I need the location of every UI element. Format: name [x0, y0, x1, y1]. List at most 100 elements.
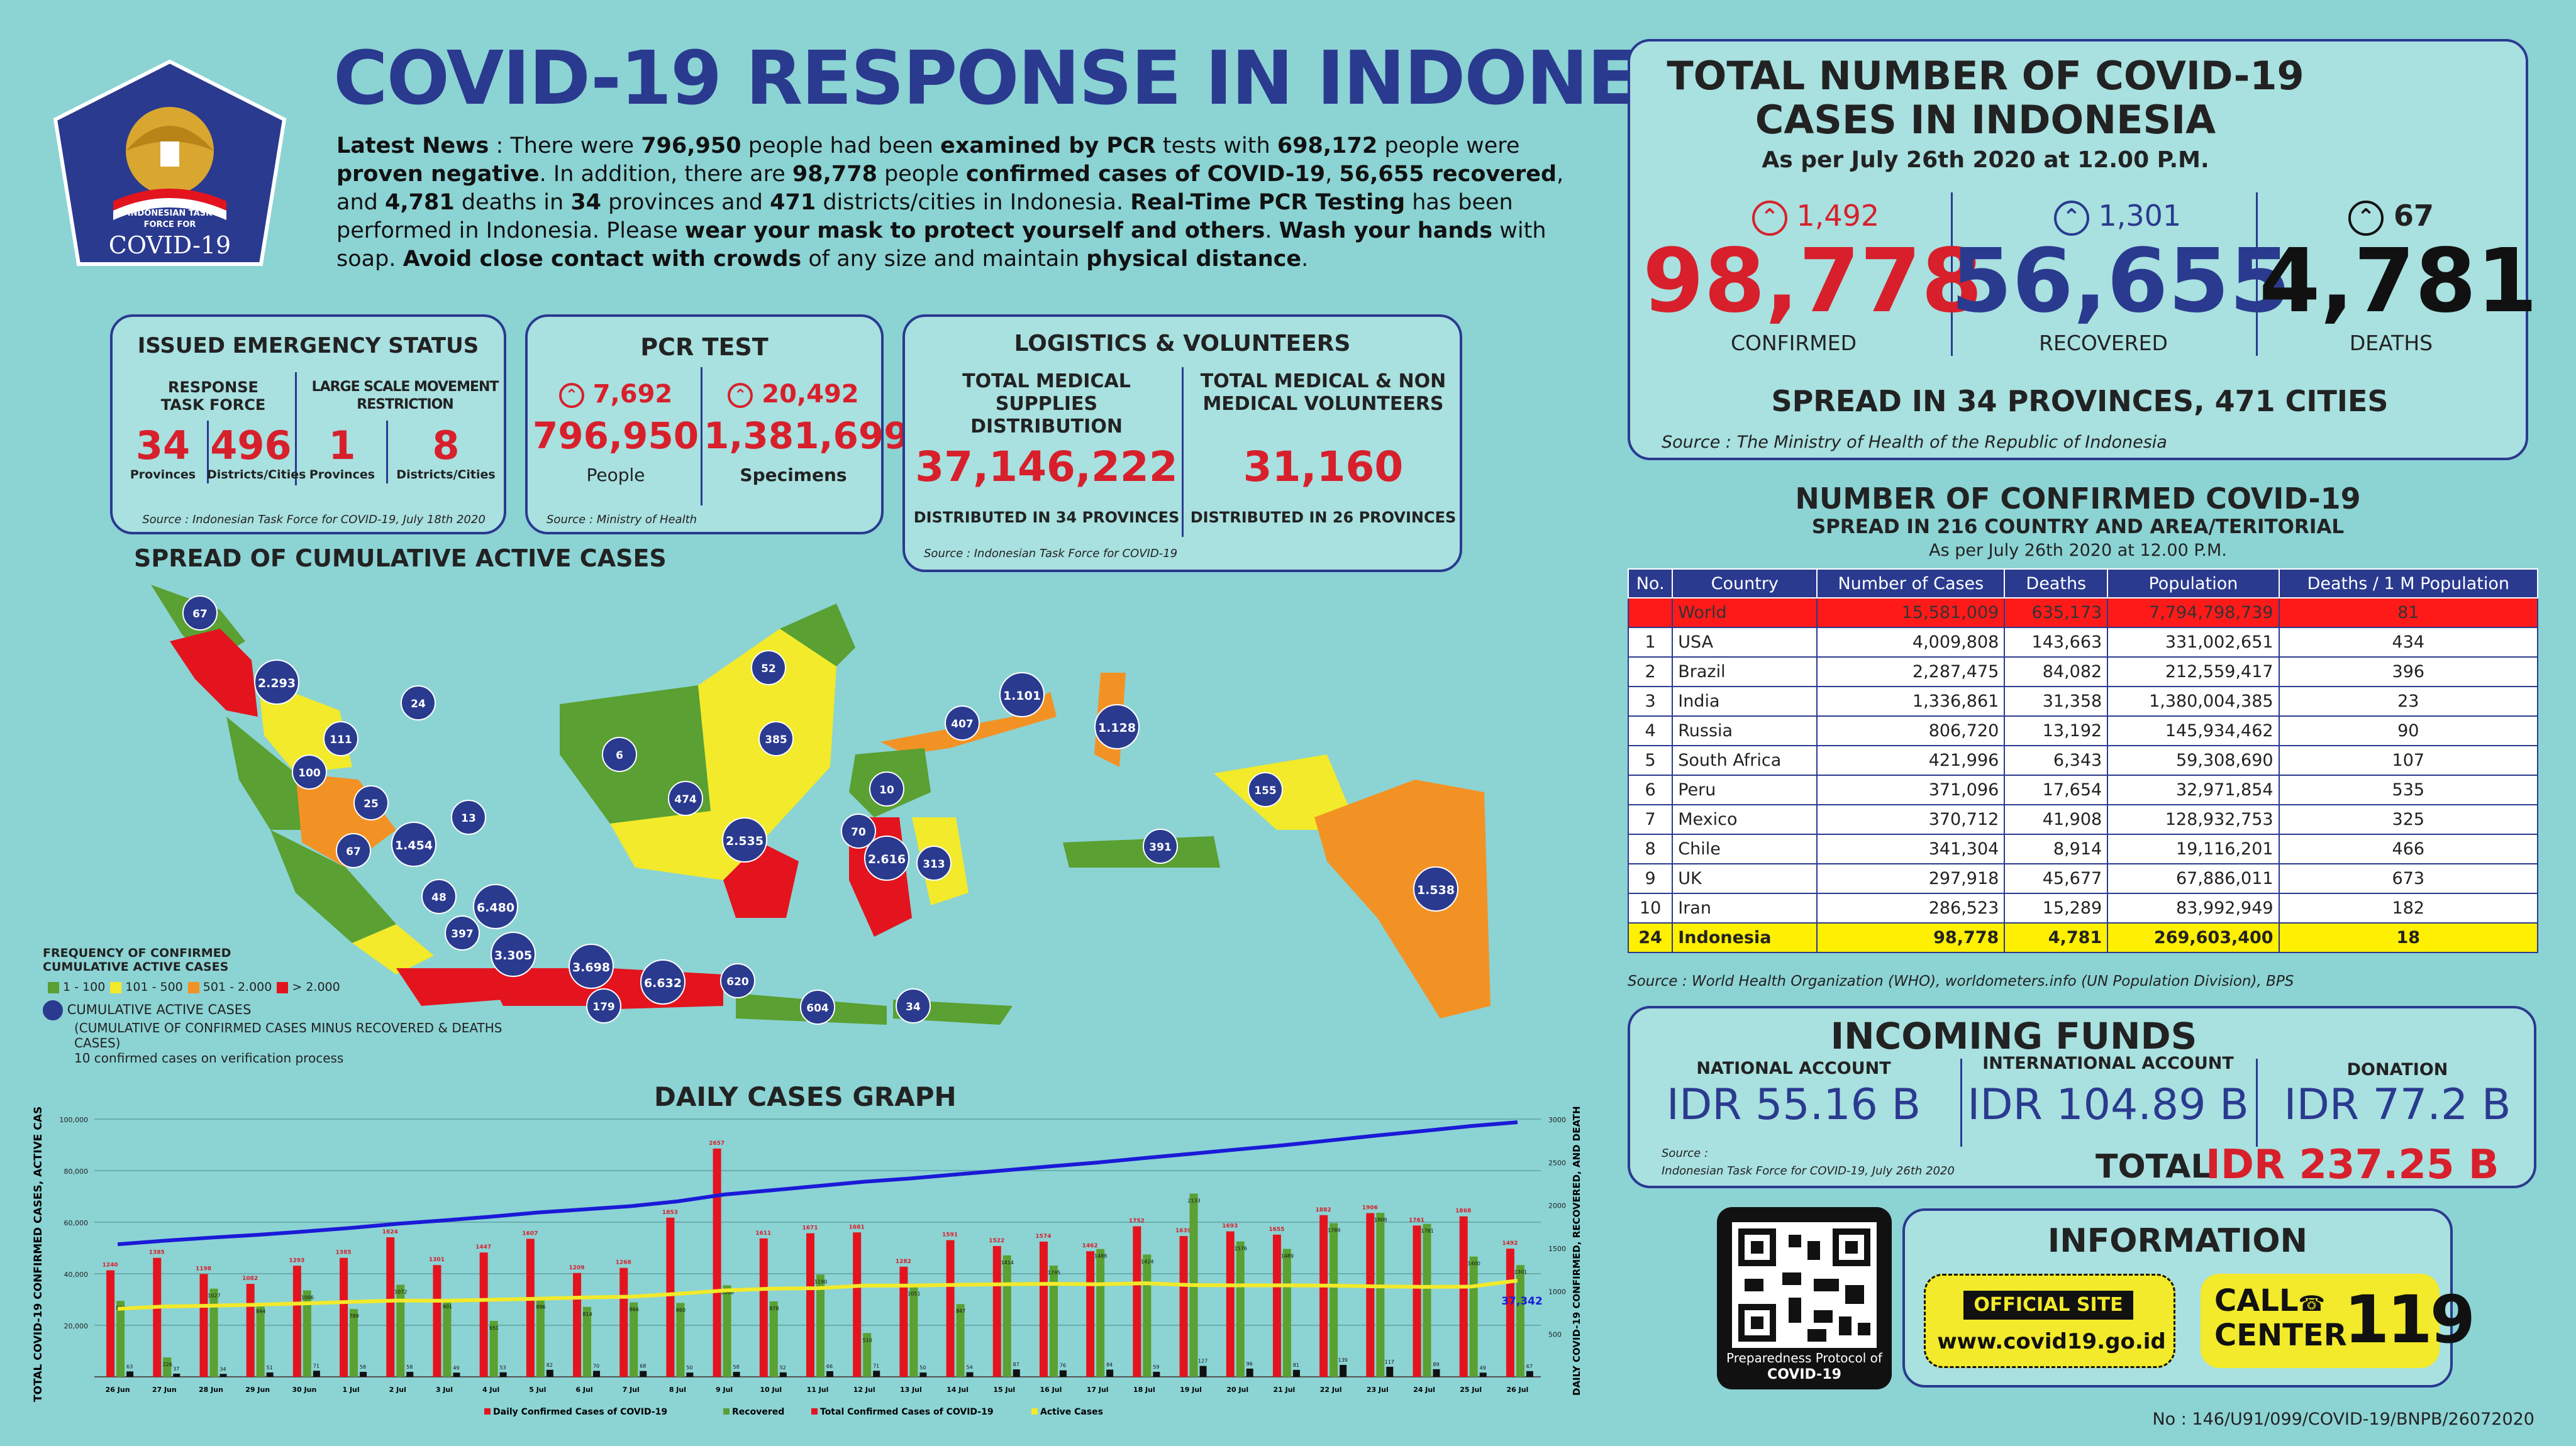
x-tick-label: 26 Jul	[1506, 1386, 1528, 1394]
map-active-cases-circle: 1.454	[391, 822, 436, 867]
map-title: SPREAD OF CUMULATIVE ACTIVE CASES	[134, 544, 667, 572]
legend-label: Daily Confirmed Cases of COVID-19	[493, 1407, 667, 1417]
funds-title: INCOMING FUNDS	[1830, 1015, 2197, 1057]
recovered-label: 1424	[1141, 1259, 1153, 1264]
funds-value-1: IDR 55.16 B	[1666, 1080, 1921, 1130]
x-tick-label: 18 Jul	[1133, 1386, 1155, 1394]
table-cell: 19,116,201	[2107, 834, 2280, 864]
table-cell: Iran	[1672, 893, 1818, 924]
qr-code-icon[interactable]	[1732, 1222, 1877, 1348]
emergency-value-3: 1	[328, 422, 356, 468]
legend-label: Total Confirmed Cases of COVID-19	[820, 1407, 994, 1417]
table-cell: 10	[1627, 893, 1674, 924]
y-axis-label-right: DAILY COVID-19 CONFIRMED, RECOVERED, AND…	[1571, 1107, 1582, 1396]
confirmed-label: 1240	[103, 1262, 118, 1269]
deaths-label: 89	[1433, 1362, 1439, 1367]
table-cell: 9	[1627, 863, 1674, 894]
table-cell: 1,336,861	[1816, 686, 2006, 717]
logistics-panel: LOGISTICS & VOLUNTEERS TOTAL MEDICAL SUP…	[902, 314, 1462, 572]
recovered-label: 651	[489, 1325, 499, 1331]
table-cell: 434	[2278, 627, 2539, 658]
deaths-bar	[919, 1372, 927, 1377]
recovered-bar	[1143, 1254, 1152, 1377]
emergency-value-1: 34	[135, 422, 191, 468]
recovered-label: 789	[349, 1313, 358, 1319]
deaths-label: 63	[126, 1364, 133, 1369]
confirmed-label: 1868	[1455, 1208, 1471, 1215]
confirmed-bar	[526, 1239, 535, 1377]
official-site-url[interactable]: www.covid19.go.id	[1937, 1329, 2166, 1354]
official-site-label: OFFICIAL SITE	[1963, 1291, 2133, 1320]
confirmed-label: 1385	[149, 1250, 165, 1256]
verification-note: 10 confirmed cases on verification proce…	[74, 1051, 344, 1066]
deaths-label: 54	[966, 1365, 972, 1371]
confirmed-label: 2657	[709, 1140, 724, 1147]
information-panel: INFORMATION OFFICIAL SITE www.covid19.go…	[1902, 1208, 2475, 1388]
deaths-label: 50	[919, 1365, 926, 1371]
table-cell: 7,794,798,739	[2107, 597, 2280, 628]
up-arrow-icon: ⌃	[558, 383, 584, 408]
legend-swatch	[110, 981, 122, 993]
deaths-bar	[873, 1371, 880, 1377]
table-cell: 635,173	[2004, 597, 2109, 628]
confirmed-label: 1761	[1409, 1217, 1424, 1223]
x-tick-label: 24 Jul	[1413, 1386, 1435, 1394]
up-arrow-icon: ⌃	[2053, 200, 2089, 236]
confirmed-bar	[946, 1240, 955, 1377]
confirmed-bar	[1366, 1213, 1375, 1377]
deaths-label: 139	[1338, 1357, 1347, 1363]
table-cell: South Africa	[1672, 745, 1818, 776]
world-subtitle: SPREAD IN 216 COUNTRY AND AREA/TERITORIA…	[1811, 516, 2345, 538]
table-cell: 1,380,004,385	[2107, 686, 2280, 717]
confirmed-bar	[106, 1270, 115, 1377]
table-cell: 8,914	[2004, 834, 2109, 864]
column-header: Deaths	[2004, 568, 2109, 599]
table-cell: 325	[2278, 804, 2539, 835]
recovered-label: 1051	[908, 1291, 920, 1296]
legend-label: Active Cases	[1040, 1407, 1103, 1417]
deaths-bar	[1059, 1370, 1067, 1377]
sumatra-aceh-region	[170, 629, 258, 717]
recovered-label: 2133	[1187, 1198, 1200, 1203]
recovered-label: 510	[863, 1337, 872, 1343]
confirmed-bar	[1459, 1216, 1468, 1377]
table-cell: 4,781	[2004, 922, 2109, 953]
up-arrow-icon: ⌃	[728, 383, 753, 408]
deaths-label: 127	[1198, 1359, 1208, 1364]
confirmed-bar	[246, 1284, 255, 1377]
confirmed-bar	[1133, 1226, 1141, 1377]
legend-swatch	[277, 981, 289, 993]
official-site-button[interactable]: OFFICIAL SITE www.covid19.go.id	[1924, 1274, 2175, 1368]
recovered-label: 896	[536, 1305, 545, 1310]
confirmed-bar	[1226, 1231, 1235, 1377]
pcr-title: PCR TEST	[640, 333, 769, 361]
deaths-bar	[266, 1372, 274, 1377]
table-cell: 90	[2278, 715, 2539, 746]
x-tick-label: 13 Jul	[900, 1386, 922, 1394]
y-tick-left: 100,000	[60, 1116, 89, 1124]
call-number[interactable]: 119	[2344, 1281, 2475, 1358]
legend-swatches: 1 - 100 101 - 500 501 - 2.000 > 2.000	[43, 980, 521, 994]
map-active-cases-circle: 604	[800, 990, 835, 1025]
confirmed-label: 1574	[1035, 1234, 1051, 1240]
logistics-footer-2: DISTRIBUTED IN 26 PROVINCES	[1190, 509, 1457, 526]
pcr-people-value: 796,950	[532, 414, 699, 457]
map-active-cases-circle: 52	[751, 650, 786, 685]
confirmed-bar	[759, 1238, 768, 1377]
x-tick-label: 11 Jul	[807, 1386, 829, 1394]
table-cell: 143,663	[2004, 627, 2109, 658]
deaths-label: DEATHS	[2349, 331, 2433, 355]
recovered-bar	[1330, 1223, 1338, 1377]
deaths-label: 96	[1246, 1361, 1253, 1367]
deaths-bar	[406, 1372, 414, 1377]
table-cell: 269,603,400	[2107, 922, 2280, 953]
confirmed-label: 1492	[1502, 1240, 1518, 1247]
x-tick-label: 17 Jul	[1087, 1386, 1109, 1394]
legend-label: 501 - 2.000	[203, 980, 272, 994]
call-center-button[interactable]: CALL☎ CENTER 119	[2201, 1274, 2475, 1368]
circle-legend-note: (CUMULATIVE OF CONFIRMED CASES MINUS REC…	[74, 1020, 502, 1051]
recovered-bar	[1376, 1213, 1385, 1377]
qr-code-card[interactable]: Preparedness Protocol of COVID-19	[1717, 1207, 1892, 1389]
deaths-bar	[640, 1371, 647, 1377]
confirmed-bar	[433, 1265, 441, 1377]
